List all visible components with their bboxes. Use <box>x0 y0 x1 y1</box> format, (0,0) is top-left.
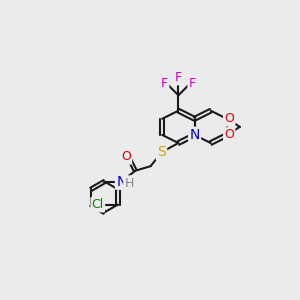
Text: N: N <box>116 175 127 188</box>
Text: O: O <box>224 112 234 125</box>
Text: N: N <box>189 128 200 142</box>
Text: F: F <box>189 77 196 90</box>
Text: O: O <box>224 128 234 141</box>
Text: F: F <box>175 71 182 84</box>
Text: Cl: Cl <box>92 198 104 211</box>
Text: S: S <box>157 145 166 159</box>
Text: H: H <box>124 177 134 190</box>
Text: F: F <box>161 77 168 90</box>
Text: O: O <box>121 150 131 164</box>
